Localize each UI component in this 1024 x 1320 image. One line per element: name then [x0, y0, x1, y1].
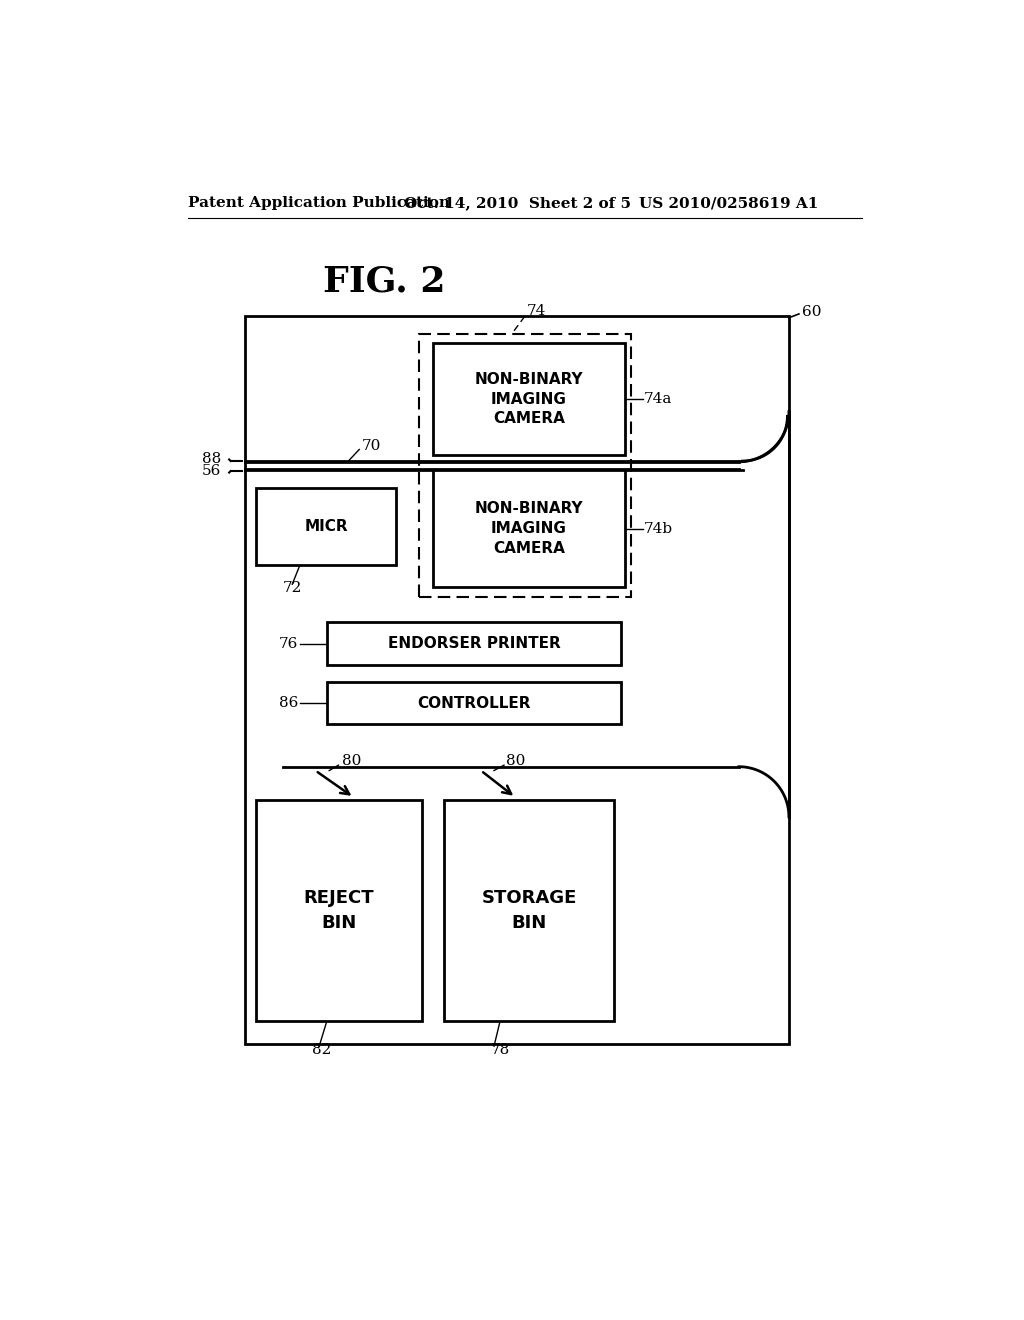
- Text: 80: 80: [342, 754, 361, 768]
- Text: NON-BINARY
IMAGING
CAMERA: NON-BINARY IMAGING CAMERA: [475, 372, 584, 426]
- Text: MICR: MICR: [304, 519, 348, 535]
- Text: STORAGE
BIN: STORAGE BIN: [481, 888, 577, 932]
- Bar: [433, 470, 625, 587]
- Bar: [327, 682, 621, 725]
- Text: 80: 80: [506, 754, 525, 768]
- Bar: [256, 800, 422, 1020]
- Text: 74b: 74b: [644, 521, 673, 536]
- Text: REJECT
BIN: REJECT BIN: [303, 888, 374, 932]
- Text: Oct. 14, 2010  Sheet 2 of 5: Oct. 14, 2010 Sheet 2 of 5: [403, 197, 631, 210]
- Bar: [327, 622, 621, 665]
- Text: 82: 82: [311, 1043, 331, 1057]
- Text: Patent Application Publication: Patent Application Publication: [188, 197, 451, 210]
- Text: 60: 60: [802, 305, 821, 319]
- Text: 70: 70: [361, 438, 381, 453]
- Text: NON-BINARY
IMAGING
CAMERA: NON-BINARY IMAGING CAMERA: [475, 502, 584, 556]
- Bar: [433, 343, 625, 455]
- Text: 88: 88: [202, 453, 221, 466]
- Text: US 2010/0258619 A1: US 2010/0258619 A1: [639, 197, 818, 210]
- Text: 74a: 74a: [644, 392, 673, 405]
- Text: ENDORSER PRINTER: ENDORSER PRINTER: [388, 636, 560, 651]
- Bar: [419, 334, 631, 598]
- Text: 74: 74: [526, 304, 546, 318]
- Text: FIG. 2: FIG. 2: [324, 264, 445, 298]
- Text: 72: 72: [283, 581, 302, 595]
- Text: 86: 86: [280, 696, 298, 710]
- Bar: [444, 800, 614, 1020]
- Bar: [256, 488, 396, 565]
- Text: 78: 78: [490, 1043, 510, 1057]
- Text: 56: 56: [202, 465, 221, 478]
- Text: CONTROLLER: CONTROLLER: [417, 696, 530, 710]
- Bar: [245, 317, 788, 1044]
- Text: 76: 76: [280, 636, 298, 651]
